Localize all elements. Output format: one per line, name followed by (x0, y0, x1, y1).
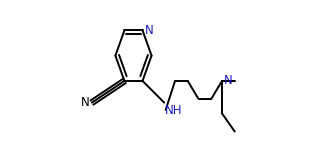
Text: N: N (224, 74, 233, 87)
Text: NH: NH (165, 104, 182, 117)
Text: N: N (80, 96, 89, 109)
Text: N: N (145, 24, 154, 37)
